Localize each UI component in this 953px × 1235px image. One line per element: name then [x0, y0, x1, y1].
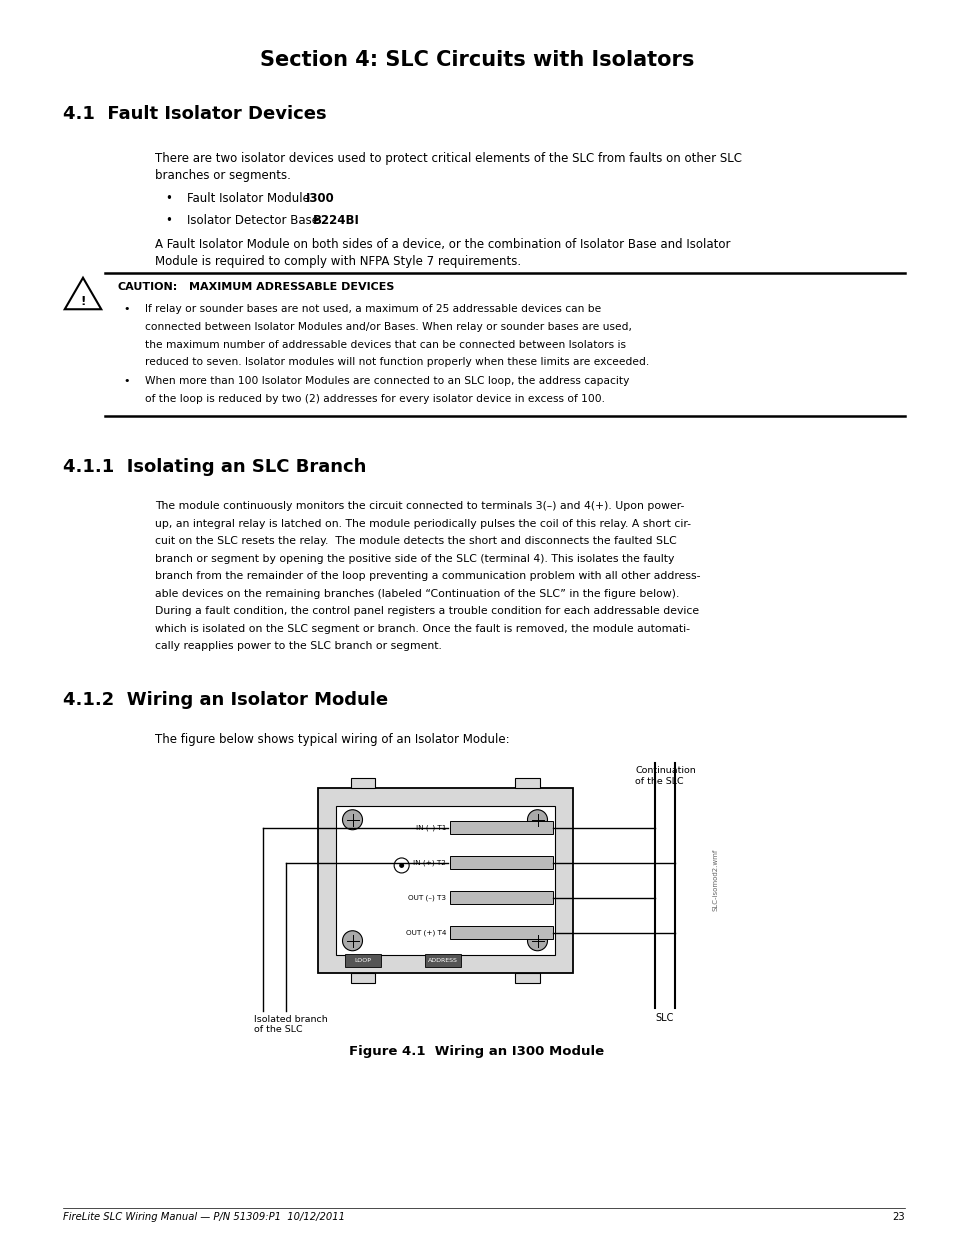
Circle shape	[398, 863, 404, 868]
FancyBboxPatch shape	[424, 953, 460, 967]
Text: Isolator Detector Base: Isolator Detector Base	[187, 214, 322, 227]
FancyBboxPatch shape	[450, 856, 552, 869]
Text: 4.1.2  Wiring an Isolator Module: 4.1.2 Wiring an Isolator Module	[63, 690, 388, 709]
Text: OUT (+) T4: OUT (+) T4	[405, 930, 446, 936]
Text: Fault Isolator Module: Fault Isolator Module	[187, 193, 314, 205]
Text: cuit on the SLC resets the relay.  The module detects the short and disconnects : cuit on the SLC resets the relay. The mo…	[154, 536, 676, 546]
Text: •: •	[123, 305, 130, 315]
Text: 4.1  Fault Isolator Devices: 4.1 Fault Isolator Devices	[63, 105, 326, 124]
Text: SLC: SLC	[655, 1013, 674, 1023]
Text: I300: I300	[305, 193, 334, 205]
Text: MAXIMUM ADRESSABLE DEVICES: MAXIMUM ADRESSABLE DEVICES	[189, 282, 394, 291]
Text: When more than 100 Isolator Modules are connected to an SLC loop, the address ca: When more than 100 Isolator Modules are …	[145, 377, 629, 387]
Text: OUT (–) T3: OUT (–) T3	[408, 894, 446, 902]
Text: the maximum number of addressable devices that can be connected between Isolator: the maximum number of addressable device…	[145, 340, 625, 350]
Text: If relay or sounder bases are not used, a maximum of 25 addressable devices can : If relay or sounder bases are not used, …	[145, 305, 600, 315]
Text: up, an integral relay is latched on. The module periodically pulses the coil of : up, an integral relay is latched on. The…	[154, 519, 690, 529]
Circle shape	[527, 810, 547, 830]
Circle shape	[342, 931, 362, 951]
Text: LOOP: LOOP	[354, 958, 371, 963]
FancyBboxPatch shape	[515, 778, 539, 788]
Text: B224BI: B224BI	[313, 214, 359, 227]
Text: !: !	[80, 295, 86, 309]
Text: Continuation
of the SLC: Continuation of the SLC	[635, 767, 695, 785]
Text: FireLite SLC Wiring Manual — P/N 51309:P1  10/12/2011: FireLite SLC Wiring Manual — P/N 51309:P…	[63, 1212, 345, 1221]
FancyBboxPatch shape	[450, 821, 552, 835]
FancyBboxPatch shape	[317, 788, 572, 973]
Text: 23: 23	[891, 1212, 904, 1221]
Text: of the loop is reduced by two (2) addresses for every isolator device in excess : of the loop is reduced by two (2) addres…	[145, 394, 604, 404]
FancyBboxPatch shape	[450, 892, 552, 904]
Text: ADDRESS: ADDRESS	[427, 958, 456, 963]
Text: IN (–) T1: IN (–) T1	[416, 825, 446, 831]
FancyBboxPatch shape	[350, 973, 375, 983]
Text: Module is required to comply with NFPA Style 7 requirements.: Module is required to comply with NFPA S…	[154, 256, 520, 268]
Text: During a fault condition, the control panel registers a trouble condition for ea: During a fault condition, the control pa…	[154, 606, 699, 616]
FancyBboxPatch shape	[515, 973, 539, 983]
Text: branches or segments.: branches or segments.	[154, 169, 291, 183]
Text: •: •	[123, 377, 130, 387]
Text: The figure below shows typical wiring of an Isolator Module:: The figure below shows typical wiring of…	[154, 732, 509, 746]
Text: •: •	[165, 193, 172, 205]
FancyBboxPatch shape	[350, 778, 375, 788]
Text: cally reapplies power to the SLC branch or segment.: cally reapplies power to the SLC branch …	[154, 641, 441, 651]
FancyBboxPatch shape	[344, 953, 380, 967]
Circle shape	[527, 931, 547, 951]
Text: which is isolated on the SLC segment or branch. Once the fault is removed, the m: which is isolated on the SLC segment or …	[154, 624, 689, 634]
Text: Section 4: SLC Circuits with Isolators: Section 4: SLC Circuits with Isolators	[259, 49, 694, 70]
Text: There are two isolator devices used to protect critical elements of the SLC from: There are two isolator devices used to p…	[154, 152, 741, 165]
Text: •: •	[165, 214, 172, 227]
Text: Figure 4.1  Wiring an I300 Module: Figure 4.1 Wiring an I300 Module	[349, 1045, 604, 1057]
Text: branch or segment by opening the positive side of the SLC (terminal 4). This iso: branch or segment by opening the positiv…	[154, 553, 674, 563]
Text: reduced to seven. Isolator modules will not function properly when these limits : reduced to seven. Isolator modules will …	[145, 357, 649, 367]
Text: branch from the remainder of the loop preventing a communication problem with al: branch from the remainder of the loop pr…	[154, 572, 700, 582]
Text: 4.1.1  Isolating an SLC Branch: 4.1.1 Isolating an SLC Branch	[63, 458, 366, 477]
Text: CAUTION:: CAUTION:	[117, 282, 177, 291]
Text: Isolated branch
of the SLC: Isolated branch of the SLC	[254, 1015, 328, 1034]
FancyBboxPatch shape	[450, 926, 552, 940]
Circle shape	[394, 858, 409, 873]
Text: The module continuously monitors the circuit connected to terminals 3(–) and 4(+: The module continuously monitors the cir…	[154, 501, 683, 511]
Text: IN (+) T2: IN (+) T2	[413, 860, 446, 866]
Text: connected between Isolator Modules and/or Bases. When relay or sounder bases are: connected between Isolator Modules and/o…	[145, 322, 631, 332]
Text: A Fault Isolator Module on both sides of a device, or the combination of Isolato: A Fault Isolator Module on both sides of…	[154, 238, 730, 251]
Text: SLC-isomod2.wmf: SLC-isomod2.wmf	[711, 850, 718, 911]
Text: able devices on the remaining branches (labeled “Continuation of the SLC” in the: able devices on the remaining branches (…	[154, 589, 679, 599]
FancyBboxPatch shape	[335, 805, 554, 955]
Circle shape	[342, 810, 362, 830]
